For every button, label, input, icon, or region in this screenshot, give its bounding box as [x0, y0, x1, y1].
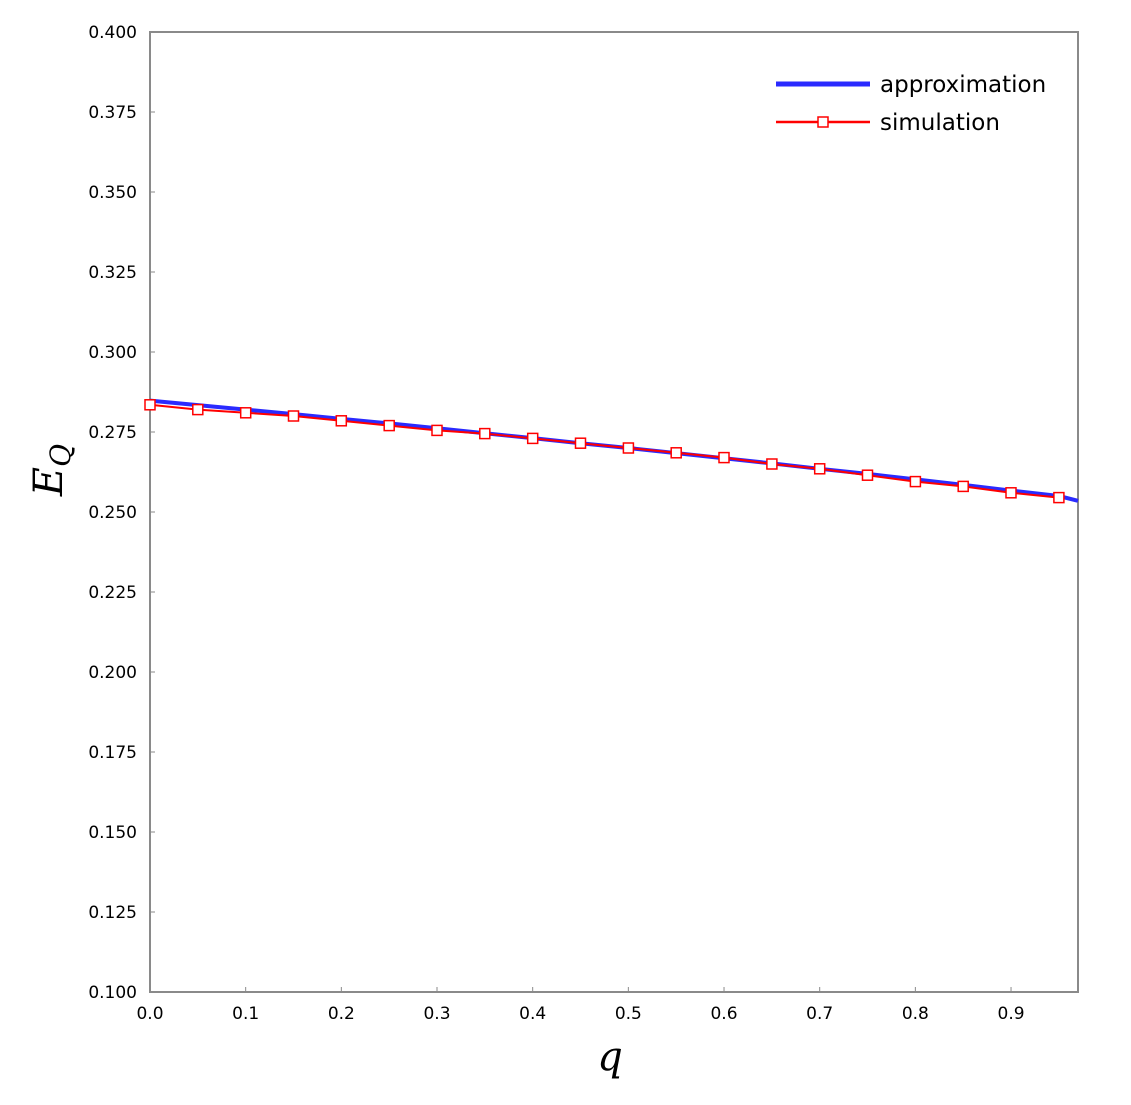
svg-text:EQ: EQ: [26, 444, 77, 497]
y-tick-label: 0.400: [88, 23, 137, 43]
series-marker-simulation: [957, 480, 969, 493]
series-marker-simulation: [144, 399, 156, 411]
series-layer: [144, 398, 1079, 504]
series-marker-simulation: [287, 410, 300, 422]
x-tick-label: 0.8: [902, 1004, 929, 1024]
x-tick-label: 0.0: [136, 1004, 163, 1024]
y-axis-ticks: 0.100 0.125 0.150 0.175 0.200 0.225 0.250 0.275…: [88, 23, 155, 1003]
x-tick-label: 0.6: [710, 1004, 737, 1024]
series-marker-simulation: [718, 451, 730, 464]
series-marker-simulation: [909, 475, 922, 488]
legend-label-simulation: simulation: [880, 110, 1000, 136]
series-marker-simulation: [479, 427, 491, 440]
y-tick-label: 0.250: [88, 503, 137, 523]
y-tick-label: 0.325: [88, 263, 137, 283]
y-tick-label: 0.175: [88, 743, 137, 763]
legend-marker-simulation: [817, 116, 829, 128]
y-tick-label: 0.150: [88, 823, 137, 843]
x-tick-label: 0.2: [328, 1004, 355, 1024]
series-line-simulation: [149, 403, 1059, 499]
x-tick-label: 0.4: [519, 1004, 546, 1024]
series-marker-simulation: [239, 407, 252, 419]
series-marker-simulation: [766, 458, 778, 470]
plot-area: [149, 31, 1079, 993]
y-axis-title-main: E: [26, 467, 72, 497]
y-tick-label: 0.350: [88, 183, 137, 203]
x-axis-title: q: [597, 1034, 623, 1080]
x-tick-label: 0.7: [806, 1004, 833, 1024]
series-marker-simulation: [1005, 487, 1017, 499]
y-tick-label: 0.100: [88, 983, 137, 1003]
series-marker-simulation: [861, 469, 874, 481]
series-marker-simulation: [192, 403, 204, 416]
series-marker-simulation: [813, 463, 826, 475]
x-tick-label: 0.9: [998, 1004, 1025, 1024]
y-tick-label: 0.300: [88, 343, 137, 363]
y-tick-label: 0.275: [88, 423, 137, 443]
x-tick-label: 0.1: [232, 1004, 259, 1024]
legend: approximation simulation: [776, 72, 1046, 136]
series-marker-simulation: [383, 419, 395, 432]
y-axis-title: EQ: [26, 444, 77, 497]
series-marker-simulation: [335, 415, 348, 427]
series-marker-simulation: [1053, 491, 1065, 504]
series-marker-simulation: [431, 424, 443, 437]
y-tick-label: 0.225: [88, 583, 137, 603]
series-marker-simulation: [526, 432, 539, 445]
y-tick-label: 0.375: [88, 103, 137, 123]
y-tick-label: 0.200: [88, 663, 137, 683]
series-marker-simulation: [670, 447, 682, 459]
y-tick-label: 0.125: [88, 903, 137, 923]
y-axis-title-subscript: Q: [44, 444, 77, 467]
x-axis-ticks: 0.0 0.1 0.2 0.3 0.4 0.5 0.6 0.7 0.8 0.9: [136, 987, 1025, 1024]
legend-label-approximation: approximation: [880, 72, 1046, 98]
series-marker-simulation: [574, 437, 587, 449]
x-tick-label: 0.3: [423, 1004, 450, 1024]
x-tick-label: 0.5: [615, 1004, 642, 1024]
series-marker-simulation: [622, 442, 635, 454]
